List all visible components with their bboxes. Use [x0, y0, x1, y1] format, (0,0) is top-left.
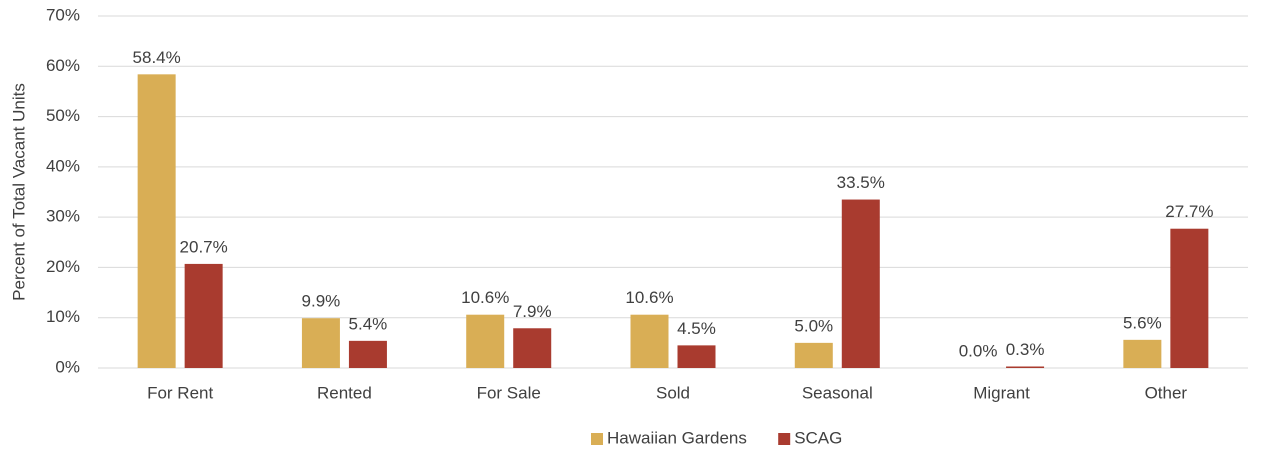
- bar: [630, 314, 669, 368]
- legend-swatch: [591, 433, 603, 445]
- data-label: 9.9%: [302, 292, 341, 311]
- bar: [841, 199, 880, 368]
- x-tick-label: Migrant: [973, 383, 1030, 402]
- x-tick-label: For Sale: [477, 383, 541, 402]
- y-tick-label: 40%: [46, 156, 80, 175]
- bar: [301, 318, 340, 368]
- legend-swatch: [778, 433, 791, 445]
- data-label: 10.6%: [461, 288, 509, 307]
- data-label: 27.7%: [1165, 202, 1213, 221]
- legend-label: Hawaiian Gardens: [607, 428, 747, 447]
- y-tick-label: 0%: [55, 357, 80, 376]
- y-tick-label: 70%: [46, 5, 80, 24]
- x-tick-label: Other: [1145, 383, 1188, 402]
- y-tick-label: 60%: [46, 56, 80, 75]
- legend-label: SCAG: [794, 428, 842, 447]
- y-axis-label: Percent of Total Vacant Units: [9, 83, 28, 301]
- x-tick-label: Sold: [656, 383, 690, 402]
- y-tick-label: 20%: [46, 257, 80, 276]
- y-tick-label: 10%: [46, 307, 80, 326]
- bar: [1006, 366, 1045, 368]
- bar: [794, 342, 833, 368]
- y-tick-label: 30%: [46, 207, 80, 226]
- data-label: 5.0%: [794, 316, 833, 335]
- data-label: 0.0%: [959, 341, 998, 360]
- bar: [513, 328, 552, 368]
- y-tick-label: 50%: [46, 106, 80, 125]
- data-label: 7.9%: [513, 302, 552, 321]
- bar: [466, 314, 505, 368]
- data-label: 0.3%: [1006, 340, 1045, 359]
- bar: [348, 340, 387, 368]
- bar: [137, 74, 176, 369]
- x-tick-label: Seasonal: [802, 383, 873, 402]
- bar: [1170, 228, 1209, 368]
- bar: [677, 345, 716, 368]
- data-label: 4.5%: [677, 319, 716, 338]
- bar: [1123, 339, 1162, 368]
- data-label: 33.5%: [837, 173, 885, 192]
- x-tick-label: For Rent: [147, 383, 213, 402]
- data-label: 20.7%: [180, 237, 228, 256]
- data-label: 5.6%: [1123, 313, 1162, 332]
- x-tick-label: Rented: [317, 383, 372, 402]
- data-label: 10.6%: [625, 288, 673, 307]
- data-label: 58.4%: [133, 48, 181, 67]
- bar: [184, 263, 223, 368]
- data-label: 5.4%: [349, 314, 388, 333]
